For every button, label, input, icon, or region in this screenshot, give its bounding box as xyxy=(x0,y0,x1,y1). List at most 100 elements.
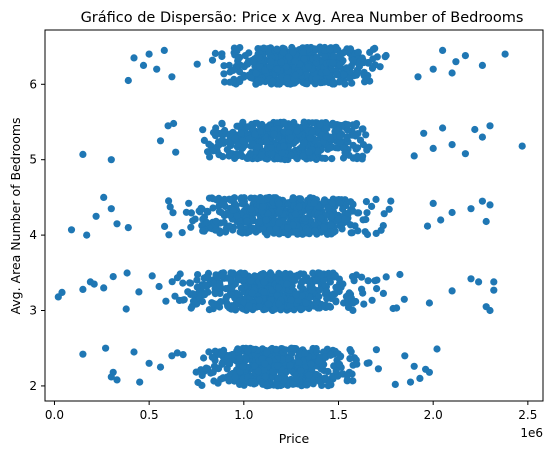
data-point xyxy=(198,381,206,389)
data-point xyxy=(199,227,207,235)
data-point xyxy=(471,125,479,134)
data-point xyxy=(347,294,355,302)
data-point xyxy=(229,226,237,234)
data-point xyxy=(291,210,300,218)
data-point xyxy=(166,203,174,211)
data-point xyxy=(211,226,220,234)
data-point xyxy=(328,155,336,163)
data-point xyxy=(346,74,354,82)
data-point xyxy=(353,69,362,78)
data-point xyxy=(217,208,225,217)
data-point xyxy=(230,303,238,312)
data-point xyxy=(312,53,320,62)
data-point xyxy=(289,221,297,229)
data-point xyxy=(346,355,354,363)
data-point xyxy=(380,210,388,218)
data-point xyxy=(278,149,286,157)
data-point xyxy=(267,270,275,278)
data-point xyxy=(235,54,243,62)
data-point xyxy=(374,365,382,373)
data-point xyxy=(376,63,384,71)
data-point xyxy=(396,270,404,279)
data-point xyxy=(410,152,418,160)
data-point xyxy=(202,281,210,289)
data-point xyxy=(262,381,270,389)
data-point xyxy=(243,217,251,225)
data-point xyxy=(237,194,245,202)
data-point xyxy=(123,269,131,277)
data-point xyxy=(294,272,302,280)
data-point xyxy=(240,63,248,71)
data-point xyxy=(100,193,108,201)
data-point xyxy=(239,137,247,145)
data-point xyxy=(222,294,230,302)
data-point xyxy=(281,269,290,278)
data-point xyxy=(231,373,239,381)
data-point xyxy=(168,278,176,286)
data-point xyxy=(343,64,351,72)
data-point xyxy=(478,197,486,205)
data-point xyxy=(300,55,308,63)
data-point xyxy=(224,358,232,366)
data-point xyxy=(439,46,447,55)
data-point xyxy=(130,54,138,62)
data-point xyxy=(225,61,233,69)
data-point xyxy=(304,63,313,71)
data-point xyxy=(373,285,381,293)
data-point xyxy=(270,130,278,138)
data-point xyxy=(169,209,177,217)
data-point xyxy=(161,222,169,230)
data-point xyxy=(228,284,236,292)
data-point xyxy=(211,347,219,355)
data-point xyxy=(275,284,283,292)
data-point xyxy=(234,274,243,283)
data-point xyxy=(349,306,357,314)
data-point xyxy=(248,289,256,297)
data-point xyxy=(354,227,362,235)
data-point xyxy=(323,124,331,132)
data-point xyxy=(237,129,245,137)
data-point xyxy=(425,368,433,376)
data-point xyxy=(236,223,244,231)
data-point xyxy=(217,298,225,306)
data-point xyxy=(246,227,254,236)
data-point xyxy=(271,305,279,313)
data-point xyxy=(200,354,208,362)
data-point xyxy=(316,286,324,294)
data-point xyxy=(373,53,381,61)
data-point xyxy=(238,152,246,160)
data-point xyxy=(227,276,235,284)
data-point xyxy=(389,304,397,313)
data-point xyxy=(237,284,245,292)
data-point xyxy=(198,371,206,380)
data-point xyxy=(272,224,280,233)
data-point xyxy=(226,211,234,219)
data-point xyxy=(173,274,182,282)
data-point xyxy=(352,122,360,130)
data-point xyxy=(278,73,286,81)
data-point xyxy=(193,283,201,291)
data-point xyxy=(320,223,328,231)
data-point xyxy=(302,71,311,79)
data-point xyxy=(359,125,367,133)
data-point xyxy=(102,344,110,352)
data-point xyxy=(155,282,163,291)
data-point xyxy=(193,276,201,284)
data-point xyxy=(257,151,266,159)
data-point xyxy=(286,361,294,369)
data-point xyxy=(247,277,255,285)
data-point xyxy=(353,152,362,160)
plot-frame xyxy=(44,29,544,402)
data-point xyxy=(107,156,115,164)
data-point xyxy=(284,224,292,232)
data-point xyxy=(346,45,355,53)
data-point xyxy=(299,48,307,57)
data-point xyxy=(282,63,290,71)
data-point xyxy=(312,298,320,306)
data-point xyxy=(242,354,250,362)
data-point xyxy=(341,149,349,157)
data-point xyxy=(229,66,237,74)
data-point xyxy=(264,124,272,132)
data-point xyxy=(204,148,212,156)
chart-title: Gráfico de Dispersão: Price x Avg. Area … xyxy=(81,10,524,26)
